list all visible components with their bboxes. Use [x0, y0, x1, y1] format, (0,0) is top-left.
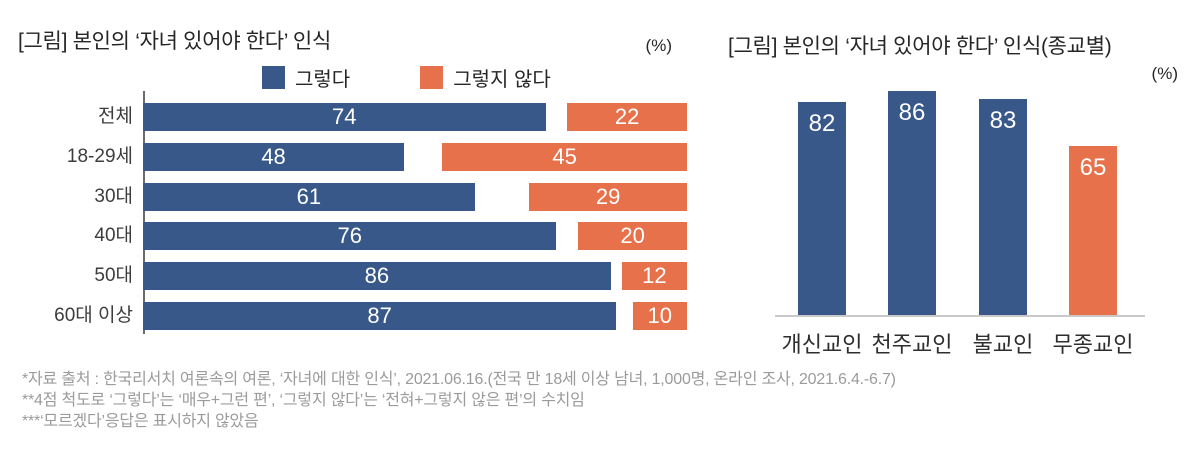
bar-value-disagree: 20	[620, 223, 645, 248]
age-category-label: 전체	[98, 106, 133, 127]
religion-category-label: 불교인	[972, 332, 1034, 357]
age-row: 50대 86 12	[10, 262, 687, 290]
religion-category-label: 개신교인	[781, 332, 863, 357]
footnote-line-2: **4점 척도로 ‘그렇다’는 ‘매우+그런 편’, ‘그렇지 않다’는 ‘전혀…	[22, 392, 585, 409]
religion-bar: 86	[888, 91, 936, 315]
bar-segment-disagree: 29	[529, 183, 687, 211]
footnote-line-3: ***‘모르겠다’응답은 표시하지 않았음	[22, 413, 259, 430]
age-category-label: 60대 이상	[54, 305, 133, 326]
bar-value-disagree: 12	[642, 263, 667, 288]
legend-item: 그렇다	[262, 63, 350, 92]
religion-bar: 83	[979, 99, 1027, 315]
bar-value-agree: 86	[364, 263, 390, 288]
bar-value-agree: 61	[296, 184, 322, 209]
age-chart-unit-label: (%)	[645, 36, 672, 55]
religion-bar-value: 82	[808, 110, 836, 137]
religion-chart-category-labels: 개신교인 천주교인 불교인 무종교인	[775, 327, 1145, 357]
religion-bar-value: 86	[898, 99, 926, 126]
age-bar-track: 61 29	[143, 183, 687, 211]
age-bar-track: 76 20	[143, 222, 687, 250]
religion-chart-unit-label: (%)	[1151, 64, 1178, 83]
age-category-label: 30대	[94, 186, 133, 207]
bar-segment-agree: 61	[143, 183, 475, 211]
bar-segment-agree: 86	[143, 262, 611, 290]
age-bar-track: 74 22	[143, 103, 687, 131]
age-category-label: 50대	[94, 265, 133, 286]
religion-category-label: 무종교인	[1052, 332, 1134, 357]
age-chart-axis-line	[143, 91, 145, 334]
age-row: 30대 61 29	[10, 183, 687, 211]
bar-value-disagree: 10	[647, 303, 673, 328]
bar-value-disagree: 29	[595, 184, 621, 209]
footnotes: *자료 출처 : 한국리서치 여론속의 여론, ‘자녀에 대한 인식’, 202…	[22, 369, 896, 432]
bar-segment-disagree: 10	[632, 302, 687, 330]
age-row: 40대 76 20	[10, 222, 687, 250]
age-category-label: 18-29세	[66, 146, 133, 167]
bar-segment-agree: 76	[143, 222, 557, 250]
age-bar-track: 86 12	[143, 262, 687, 290]
religion-chart-plot: 82 86 83 65	[775, 88, 1145, 317]
legend-item: 그렇지 않다	[420, 63, 551, 92]
bar-value-agree: 48	[261, 144, 286, 169]
bar-value-disagree: 22	[614, 104, 640, 129]
legend-label: 그렇지 않다	[453, 69, 551, 91]
legend-swatch	[262, 66, 285, 89]
bar-value-disagree: 45	[552, 144, 577, 169]
religion-chart-title: [그림] 본인의 ‘자녀 있어야 한다’ 인식(종교별)	[728, 35, 1112, 58]
age-category-label: 40대	[94, 225, 133, 246]
age-chart-rows: 전체 74 22 18-29세 48 45 30대 61 29 40대 76 20 50대 86 12 60대…	[10, 103, 687, 343]
footnote-line-1: *자료 출처 : 한국리서치 여론속의 여론, ‘자녀에 대한 인식’, 202…	[22, 371, 896, 388]
religion-bar-value: 83	[989, 107, 1017, 134]
bar-segment-agree: 74	[143, 103, 546, 131]
age-bar-track: 87 10	[143, 302, 687, 330]
bar-segment-disagree: 22	[567, 103, 687, 131]
bar-segment-disagree: 45	[442, 143, 687, 171]
religion-bar: 65	[1069, 146, 1117, 315]
legend-swatch	[420, 66, 444, 89]
bar-segment-disagree: 20	[578, 222, 687, 250]
age-row: 전체 74 22	[10, 103, 687, 131]
bar-value-agree: 87	[367, 303, 392, 328]
bar-segment-disagree: 12	[621, 262, 687, 290]
religion-category-label: 천주교인	[871, 332, 953, 357]
religion-bar-value: 65	[1079, 154, 1107, 181]
bar-value-agree: 74	[332, 104, 357, 129]
legend-label: 그렇다	[295, 69, 351, 91]
age-row: 60대 이상 87 10	[10, 302, 687, 330]
age-bar-track: 48 45	[143, 143, 687, 171]
bar-value-agree: 76	[337, 223, 362, 248]
age-row: 18-29세 48 45	[10, 143, 687, 171]
age-chart-title: [그림] 본인의 ‘자녀 있어야 한다’ 인식	[18, 30, 331, 53]
age-chart-legend: 그렇다 그렇지 않다	[262, 63, 551, 92]
religion-bar: 82	[798, 102, 846, 315]
bar-segment-agree: 87	[143, 302, 617, 330]
bar-segment-agree: 48	[143, 143, 405, 171]
